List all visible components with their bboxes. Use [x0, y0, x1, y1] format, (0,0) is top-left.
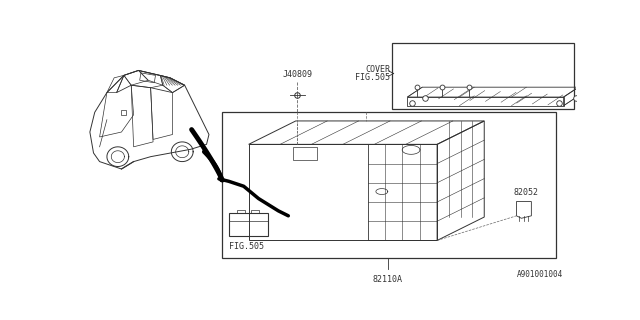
Text: COVER: COVER — [365, 65, 390, 74]
Text: FIG.505: FIG.505 — [355, 73, 390, 82]
Text: A901001004: A901001004 — [517, 270, 564, 279]
Text: 82052: 82052 — [514, 188, 539, 197]
Text: 82110A: 82110A — [372, 275, 403, 284]
Text: J40809: J40809 — [282, 70, 312, 79]
Text: FIG.505: FIG.505 — [229, 242, 264, 251]
